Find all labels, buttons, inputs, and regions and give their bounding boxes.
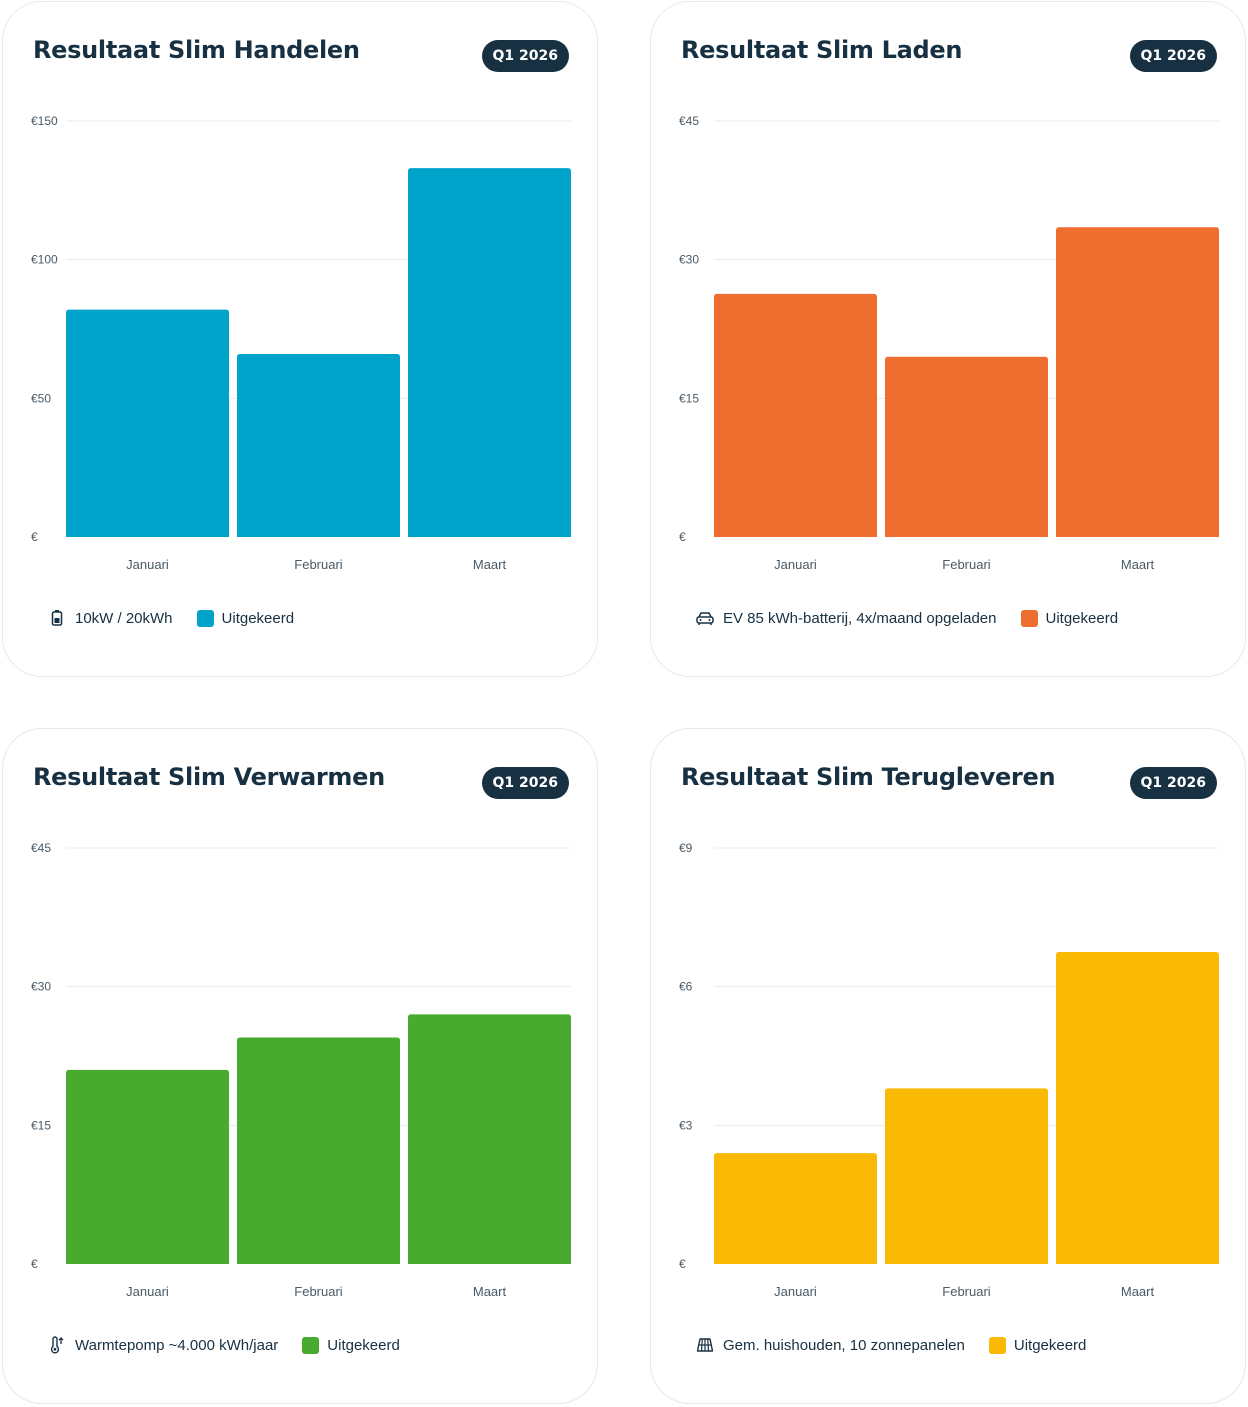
y-tick-label: €50 (31, 391, 51, 405)
chart-title: Resultaat Slim Terugleveren (681, 763, 1056, 791)
legend-info-text: Warmtepomp ~4.000 kWh/jaar (75, 1336, 279, 1354)
y-tick-label: €30 (679, 253, 699, 267)
x-tick-label: Maart (473, 557, 507, 572)
x-tick-label: Maart (1121, 1284, 1155, 1299)
bar-januari (66, 1069, 229, 1264)
bar-maart (1056, 227, 1219, 538)
car-icon (695, 608, 715, 628)
y-tick-label: € (679, 530, 686, 544)
chart-card-slim-verwarmen: Resultaat Slim Verwarmen Q1 2026 € €15 €30… (2, 728, 598, 1404)
x-tick-label: Februari (942, 1284, 991, 1299)
battery-icon (47, 608, 67, 628)
x-tick-label: Januari (774, 1284, 817, 1299)
chart-card-slim-laden: Resultaat Slim Laden Q1 2026 € €15 €30 €45 J… (650, 1, 1246, 677)
period-badge: Q1 2026 (1129, 40, 1217, 72)
y-tick-label: € (679, 1257, 686, 1271)
legend-info-text: 10kW / 20kWh (75, 609, 173, 627)
y-tick-label: € (31, 1257, 38, 1271)
legend-label: Uitgekeerd (327, 1336, 400, 1354)
bar-januari (714, 293, 877, 537)
y-tick-label: €9 (679, 841, 693, 855)
chart-legend: Warmtepomp ~4.000 kWh/jaar Uitgekeerd (47, 1335, 400, 1355)
bar-januari (714, 1153, 877, 1264)
x-tick-label: Februari (942, 557, 991, 572)
x-tick-label: Maart (1121, 557, 1155, 572)
bar-maart (408, 1014, 571, 1264)
x-tick-label: Februari (294, 1284, 343, 1299)
x-tick-label: Januari (126, 557, 169, 572)
bar-februari (237, 353, 400, 537)
chart-card-slim-terugleveren: Resultaat Slim Terugleveren Q1 2026 € €3 €… (650, 728, 1246, 1404)
y-tick-label: €15 (679, 391, 699, 405)
bar-chart: € €15 €30 €45 Januari Februari Maart (31, 841, 571, 1299)
y-tick-label: €100 (31, 253, 58, 267)
bar-januari (66, 309, 229, 537)
thermometer-icon (47, 1335, 67, 1355)
chart-card-slim-handelen: Resultaat Slim Handelen Q1 2026 € €50 €100… (2, 1, 598, 677)
legend-label: Uitgekeerd (1045, 609, 1119, 627)
legend-swatch (302, 1336, 320, 1354)
chart-legend: EV 85 kWh-batterij, 4x/maand opgeladen U… (695, 608, 1118, 628)
x-tick-label: Februari (294, 557, 343, 572)
legend-info-text: EV 85 kWh-batterij, 4x/maand opgeladen (723, 609, 997, 627)
x-tick-label: Maart (473, 1284, 507, 1299)
solar-panel-icon (695, 1335, 715, 1355)
bar-februari (885, 1088, 1048, 1264)
legend-info-text: Gem. huishouden, 10 zonnepanelen (723, 1336, 965, 1354)
bar-chart: € €50 €100 €150 Januari Februari Maart (31, 114, 571, 572)
y-tick-label: € (31, 530, 38, 544)
chart-legend: 10kW / 20kWh Uitgekeerd (47, 608, 294, 628)
y-tick-label: €45 (679, 114, 699, 128)
y-tick-label: €3 (679, 1118, 693, 1132)
period-badge: Q1 2026 (481, 767, 569, 799)
y-tick-label: €15 (31, 1118, 51, 1132)
y-tick-label: €150 (31, 114, 58, 128)
y-tick-label: €45 (31, 841, 51, 855)
legend-swatch (1020, 609, 1038, 627)
bar-maart (1056, 952, 1219, 1264)
y-tick-label: €6 (679, 980, 693, 994)
chart-legend: Gem. huishouden, 10 zonnepanelen Uitgeke… (695, 1335, 1086, 1355)
bar-februari (885, 356, 1048, 537)
y-tick-label: €30 (31, 980, 51, 994)
legend-swatch (988, 1336, 1006, 1354)
legend-swatch (196, 609, 214, 627)
x-tick-label: Januari (774, 557, 817, 572)
chart-title: Resultaat Slim Verwarmen (33, 763, 385, 791)
chart-title: Resultaat Slim Handelen (33, 36, 360, 64)
bar-chart: € €15 €30 €45 Januari Februari Maart (679, 114, 1219, 572)
bar-chart: € €3 €6 €9 Januari Februari Maart (679, 841, 1219, 1299)
legend-label: Uitgekeerd (221, 609, 295, 627)
bar-februari (237, 1037, 400, 1264)
bar-maart (408, 168, 571, 537)
chart-title: Resultaat Slim Laden (681, 36, 963, 64)
period-badge: Q1 2026 (481, 40, 569, 72)
legend-label: Uitgekeerd (1013, 1336, 1087, 1354)
x-tick-label: Januari (126, 1284, 169, 1299)
period-badge: Q1 2026 (1129, 767, 1217, 799)
